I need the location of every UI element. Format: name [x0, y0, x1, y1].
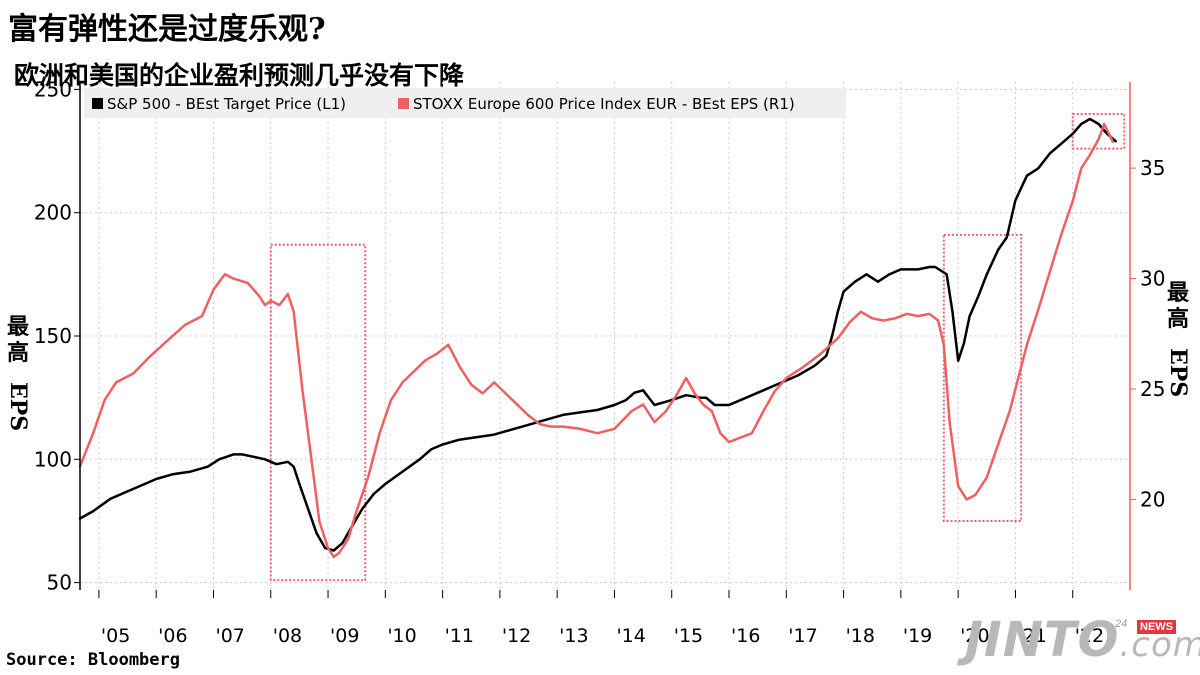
y-left-tick-label: 150 [34, 324, 72, 348]
legend-background [84, 88, 846, 118]
chart-title: 富有弹性还是过度乐观? [8, 12, 326, 47]
highlight-box [942, 233, 1023, 522]
y-left-tick-label: 200 [34, 201, 72, 225]
x-tick-label: '18 [846, 625, 875, 647]
y-axis-right-label: 最高 EPS [1165, 280, 1191, 397]
y-label-cjk: 最高 [1167, 280, 1190, 332]
legend-label-sp500: S&P 500 - BEst Target Price (L1) [107, 95, 346, 113]
y-right-tick-label: 35 [1140, 156, 1165, 180]
x-tick-label: '08 [273, 625, 302, 647]
y-right-tick-label: 25 [1140, 377, 1165, 401]
x-tick-label: '13 [559, 625, 588, 647]
x-tick-label: '11 [445, 625, 474, 647]
legend-label-stoxx: STOXX Europe 600 Price Index EUR - BEst … [413, 95, 795, 113]
grid-lines [80, 82, 1130, 590]
axes: '05 '06 '07 '08 '09 '10 '11 '12 '13 '14 '15 '16 '17 '… [5, 77, 1191, 647]
y-label-latin: EPS [5, 382, 31, 431]
x-tick-label: '16 [731, 625, 760, 647]
x-tick-label: '09 [330, 625, 359, 647]
y-label-cjk: 最高 [7, 314, 30, 366]
x-tick-label: '14 [616, 625, 645, 647]
y-right-tick-label: 30 [1140, 267, 1165, 291]
series-lines [78, 117, 1117, 559]
y-left-tick-label: 50 [47, 571, 72, 595]
y-left-tick-label: 100 [34, 447, 72, 471]
y-right-tick-label: 20 [1140, 487, 1165, 511]
x-tick-label: '21 [1017, 625, 1046, 647]
y-label-latin: EPS [1165, 348, 1191, 397]
y-axis-left-label: 最高 EPS [5, 314, 31, 431]
x-tick-label: '12 [502, 625, 531, 647]
watermark-24: 24 [1115, 618, 1128, 630]
sp500-line [78, 117, 1117, 552]
x-tick-label: '15 [674, 625, 703, 647]
x-tick-label: '06 [158, 625, 187, 647]
highlight-box [1071, 113, 1126, 150]
y-left-tick-label: 250 [34, 77, 72, 101]
chart-subtitle: 欧洲和美国的企业盈利预测几乎没有下降 [14, 61, 465, 90]
x-tick-label: '05 [101, 625, 130, 647]
highlight-boxes [269, 113, 1126, 582]
x-tick-label: '20 [960, 625, 989, 647]
source-note: Source: Bloomberg [6, 650, 180, 670]
x-tick-label: '10 [387, 625, 416, 647]
watermark-news-badge: NEWS [1137, 620, 1176, 634]
x-tick-label: '19 [903, 625, 932, 647]
highlight-box [269, 243, 367, 582]
legend-swatch-sp500 [92, 98, 103, 109]
x-tick-label: '07 [215, 625, 244, 647]
legend: S&P 500 - BEst Target Price (L1) STOXX Eu… [84, 88, 846, 118]
legend-swatch-stoxx [398, 98, 409, 109]
x-tick-label: '17 [788, 625, 817, 647]
stoxx600-line [78, 122, 1115, 559]
x-tick-label: '22 [1075, 625, 1104, 647]
